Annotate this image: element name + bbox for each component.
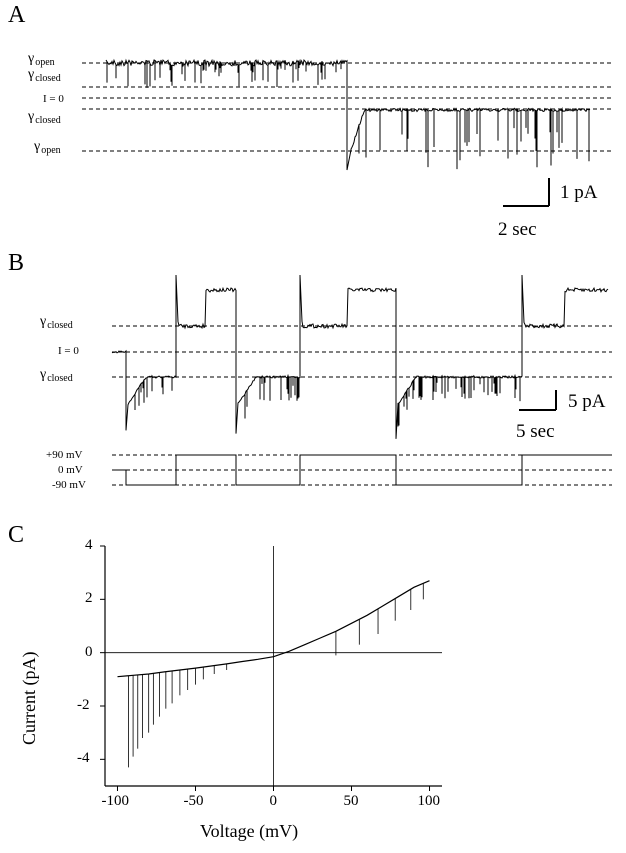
panel-c-letter: C xyxy=(8,522,25,548)
panel-a-scalebar-current-label: 1 pA xyxy=(560,182,598,203)
panel-a-gamma-open-bottom-label: γopen xyxy=(34,139,61,156)
panel-b-voltage-protocol xyxy=(112,454,612,486)
panel-a-scalebar-time-label: 2 sec xyxy=(498,219,537,240)
panel-b-letter: B xyxy=(8,250,25,276)
panel-c-x-tick-label: 100 xyxy=(417,793,441,809)
panel-c-iv-trace xyxy=(117,580,430,678)
panel-a-i-zero-label: I = 0 xyxy=(43,93,64,105)
panel-a-scalebar xyxy=(503,178,550,207)
panel-c-y-axis-title: Current (pA) xyxy=(19,651,39,745)
panel-c-x-tick-label: 0 xyxy=(269,793,278,809)
panel-b-scalebar xyxy=(519,390,557,411)
panel-c-x-axis-title: Voltage (mV) xyxy=(200,821,299,841)
panel-a-reference-lines xyxy=(82,62,612,152)
panel-c-y-tick-label: 4 xyxy=(85,537,93,553)
panel-a-gamma-open-top-label: γopen xyxy=(28,51,55,68)
panel-c-y-tick-label: 2 xyxy=(85,590,93,607)
panel-c-y-tick-label: -4 xyxy=(77,750,90,767)
panel-b-voltage-zero-label: 0 mV xyxy=(58,464,83,476)
panel-b-gamma-closed-bottom-label: γclosed xyxy=(40,367,73,384)
panel-c-x-tick-label: -100 xyxy=(101,793,129,809)
panel-b-current-trace xyxy=(111,274,609,439)
panel-a-gamma-closed-top-label: γclosed xyxy=(28,67,61,84)
panel-a-letter: A xyxy=(8,2,26,28)
panel-b-voltage-minus90-label: -90 mV xyxy=(52,479,86,491)
panel-c-y-tick-label: -2 xyxy=(77,697,90,713)
panel-b-scalebar-current-label: 5 pA xyxy=(568,391,606,412)
panel-b-i-zero-label: I = 0 xyxy=(58,345,79,357)
panel-c-x-tick-label: -50 xyxy=(183,793,204,809)
panel-b-scalebar-time-label: 5 sec xyxy=(516,421,555,442)
panel-a-current-trace xyxy=(105,58,591,171)
panel-b-gamma-closed-top-label: γclosed xyxy=(40,314,73,331)
panel-c-y-tick-label: 0 xyxy=(85,643,93,660)
panel-b-voltage-plus90-label: +90 mV xyxy=(46,449,83,461)
panel-a-gamma-closed-bottom-label: γclosed xyxy=(28,109,61,126)
panel-c-x-tick-label: 50 xyxy=(343,793,359,809)
